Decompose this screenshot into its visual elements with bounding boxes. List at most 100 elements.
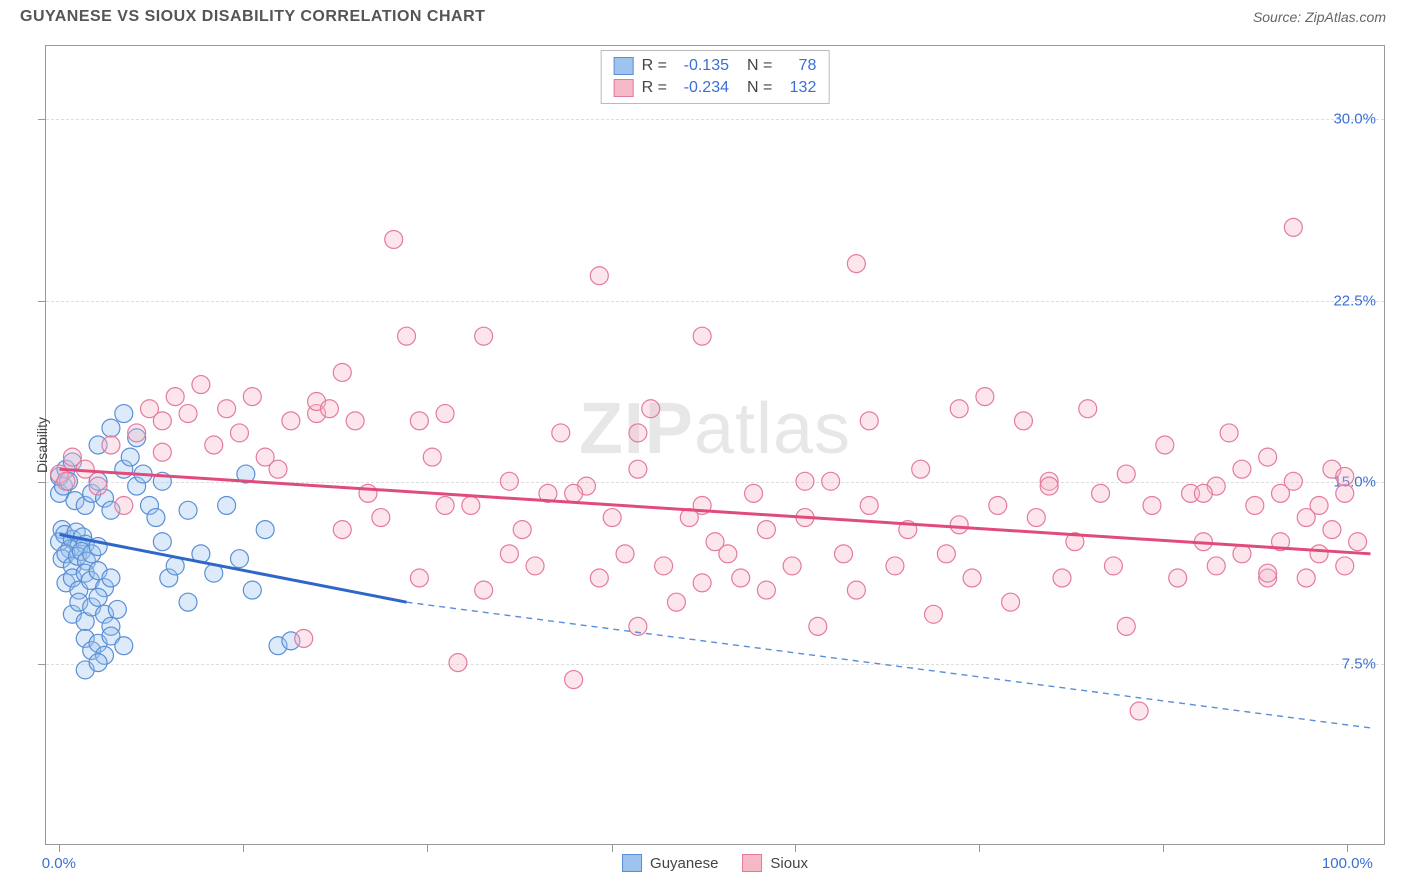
- scatter-point: [500, 472, 518, 490]
- scatter-point: [1233, 460, 1251, 478]
- scatter-point: [153, 443, 171, 461]
- scatter-point: [1246, 496, 1264, 514]
- scatter-point: [115, 405, 133, 423]
- scatter-point: [230, 550, 248, 568]
- scatter-point: [102, 419, 120, 437]
- scatter-point: [1310, 496, 1328, 514]
- scatter-point: [552, 424, 570, 442]
- scatter-point: [115, 496, 133, 514]
- scatter-point: [1297, 569, 1315, 587]
- scatter-point: [757, 521, 775, 539]
- scatter-point: [642, 400, 660, 418]
- stat-n-label: N =: [747, 57, 772, 75]
- y-tick: [38, 119, 46, 120]
- scatter-point: [912, 460, 930, 478]
- scatter-point: [616, 545, 634, 563]
- scatter-point: [796, 472, 814, 490]
- scatter-point: [1336, 557, 1354, 575]
- bottom-legend: Guyanese Sioux: [622, 854, 808, 872]
- scatter-point: [976, 388, 994, 406]
- x-tick: [1163, 844, 1164, 852]
- scatter-point: [102, 436, 120, 454]
- scatter-point: [950, 400, 968, 418]
- x-tick-label: 0.0%: [42, 855, 76, 872]
- scatter-point: [1349, 533, 1367, 551]
- scatter-point: [385, 230, 403, 248]
- scatter-point: [667, 593, 685, 611]
- chart-container: Disability 7.5%15.0%22.5%30.0% 0.0%100.0…: [45, 45, 1385, 845]
- x-tick: [979, 844, 980, 852]
- scatter-point: [693, 574, 711, 592]
- scatter-point: [1323, 521, 1341, 539]
- scatter-point: [1143, 496, 1161, 514]
- scatter-point: [1336, 484, 1354, 502]
- scatter-point: [1194, 484, 1212, 502]
- scatter-point: [847, 255, 865, 273]
- scatter-point: [809, 617, 827, 635]
- scatter-point: [410, 569, 428, 587]
- x-tick: [612, 844, 613, 852]
- scatter-point: [1104, 557, 1122, 575]
- scatter-point: [475, 581, 493, 599]
- scatter-point: [153, 412, 171, 430]
- scatter-point: [1079, 400, 1097, 418]
- scatter-point: [166, 388, 184, 406]
- scatter-point: [655, 557, 673, 575]
- x-tick-label: 100.0%: [1322, 855, 1373, 872]
- scatter-point: [115, 637, 133, 655]
- scatter-point: [128, 424, 146, 442]
- scatter-point: [218, 496, 236, 514]
- scatter-point: [295, 629, 313, 647]
- scatter-point: [179, 593, 197, 611]
- scatter-point: [475, 327, 493, 345]
- stat-r-label: R =: [642, 79, 667, 97]
- scatter-point: [1002, 593, 1020, 611]
- scatter-point: [89, 654, 107, 672]
- scatter-point: [359, 484, 377, 502]
- trend-line-extrapolated: [407, 602, 1371, 728]
- scatter-point: [1117, 465, 1135, 483]
- scatter-plot: [46, 46, 1384, 844]
- scatter-point: [1027, 509, 1045, 527]
- scatter-point: [565, 484, 583, 502]
- stat-n-value: 132: [780, 79, 816, 97]
- stats-legend-box: R =-0.135 N =78R =-0.234 N =132: [601, 50, 830, 104]
- scatter-point: [745, 484, 763, 502]
- scatter-point: [153, 533, 171, 551]
- scatter-point: [192, 376, 210, 394]
- scatter-point: [1053, 569, 1071, 587]
- scatter-point: [449, 654, 467, 672]
- legend-label: Guyanese: [650, 855, 718, 872]
- scatter-point: [121, 448, 139, 466]
- stats-row: R =-0.234 N =132: [614, 77, 817, 99]
- scatter-point: [513, 521, 531, 539]
- scatter-point: [590, 569, 608, 587]
- scatter-point: [179, 501, 197, 519]
- legend-label: Sioux: [770, 855, 808, 872]
- scatter-point: [230, 424, 248, 442]
- scatter-point: [1040, 477, 1058, 495]
- series-swatch: [614, 57, 634, 75]
- scatter-point: [719, 545, 737, 563]
- scatter-point: [243, 388, 261, 406]
- scatter-point: [989, 496, 1007, 514]
- scatter-point: [783, 557, 801, 575]
- scatter-point: [732, 569, 750, 587]
- scatter-point: [937, 545, 955, 563]
- scatter-point: [1156, 436, 1174, 454]
- x-tick: [1347, 844, 1348, 852]
- scatter-point: [423, 448, 441, 466]
- scatter-point: [102, 569, 120, 587]
- series-swatch: [614, 79, 634, 97]
- scatter-point: [629, 460, 647, 478]
- y-tick: [38, 482, 46, 483]
- scatter-point: [590, 267, 608, 285]
- stat-n-label: N =: [747, 79, 772, 97]
- scatter-point: [1130, 702, 1148, 720]
- scatter-point: [1169, 569, 1187, 587]
- y-tick: [38, 301, 46, 302]
- scatter-point: [963, 569, 981, 587]
- scatter-point: [1259, 564, 1277, 582]
- scatter-point: [89, 477, 107, 495]
- scatter-point: [950, 516, 968, 534]
